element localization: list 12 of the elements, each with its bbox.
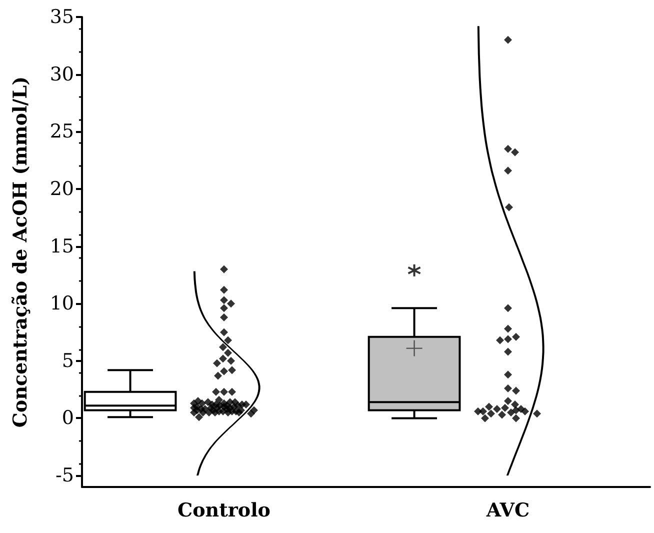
y-tick-label: 30 xyxy=(50,63,74,86)
y-tick-label: 35 xyxy=(50,6,74,28)
x-tick-label: AVC xyxy=(485,500,530,522)
y-tick-label: 0 xyxy=(62,407,74,430)
y-tick-label: 10 xyxy=(50,292,74,315)
y-tick-label: 5 xyxy=(62,350,74,372)
y-tick-label: 20 xyxy=(50,178,74,200)
x-tick-label: Controlo xyxy=(178,500,270,522)
y-tick-label: 15 xyxy=(50,235,74,258)
y-tick-label: 25 xyxy=(50,120,74,143)
y-axis-title: Concentração de AcOH (mmol/L) xyxy=(10,76,32,428)
y-tick-label: -5 xyxy=(55,464,74,487)
